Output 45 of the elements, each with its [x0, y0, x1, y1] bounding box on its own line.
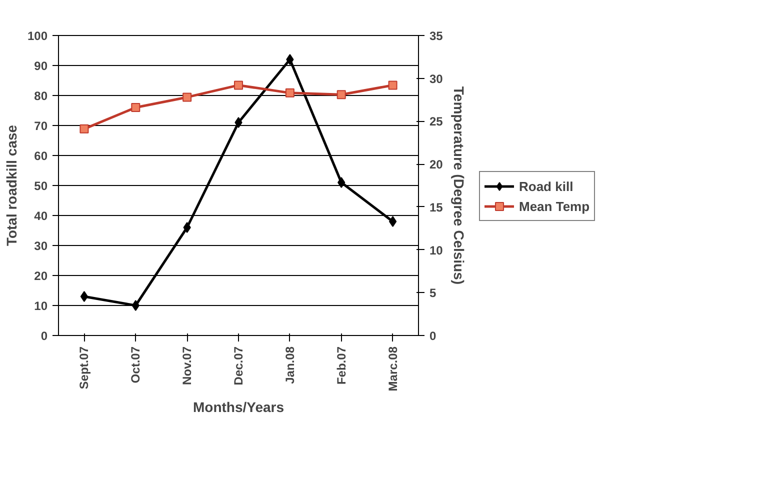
legend-label: Mean Temp — [519, 198, 590, 214]
y2-tick-label: 20 — [430, 158, 444, 172]
point — [132, 300, 140, 311]
point — [338, 177, 346, 188]
y-tick-label: 0 — [40, 329, 48, 343]
y-tick-label: 70 — [34, 119, 48, 133]
point — [80, 124, 89, 134]
y-tick-label: 20 — [34, 269, 48, 283]
point — [234, 117, 242, 128]
y2-tick-label: 15 — [430, 200, 444, 214]
point — [234, 80, 243, 90]
y2-tick-label: 10 — [430, 243, 444, 258]
y-tick-label: 80 — [34, 89, 48, 103]
x-tick-label: Feb.07 — [334, 346, 348, 385]
point — [286, 54, 294, 65]
x-tick-label: Oct.07 — [128, 346, 143, 384]
y2-tick-label: 5 — [430, 286, 436, 300]
point — [131, 103, 140, 112]
x-tick-label: Jan.08 — [282, 346, 297, 384]
point — [388, 216, 397, 227]
y2-tick-label: 25 — [430, 114, 444, 129]
y-tick-label: 100 — [27, 29, 48, 43]
y-tick-label: 40 — [34, 209, 48, 223]
point — [285, 88, 294, 98]
y2-tick-label: 35 — [430, 29, 444, 43]
legend-label: Road kill — [519, 178, 574, 194]
y-axis-title: Total roadkill case — [3, 124, 20, 246]
point — [183, 222, 191, 233]
point — [182, 92, 192, 102]
point — [80, 291, 88, 302]
y2-tick-label: 0 — [430, 329, 436, 343]
y-tick-label: 50 — [34, 179, 48, 193]
point — [388, 80, 398, 90]
point — [336, 90, 346, 100]
y2-tick-label: 30 — [430, 72, 444, 86]
x-tick-label: Nov.07 — [180, 346, 194, 385]
x-tick-label: Dec.07 — [232, 346, 246, 386]
x-axis-title: Months/Years — [192, 399, 284, 416]
y-tick-label: 10 — [34, 299, 48, 313]
y-tick-label: 30 — [34, 239, 48, 253]
y2-axis-title: Temperature (Degree Celsius) — [450, 86, 467, 285]
x-tick-label: Sept.07 — [77, 346, 92, 390]
x-tick-label: Marc.08 — [386, 346, 400, 392]
y-tick-label: 90 — [34, 59, 48, 73]
y-tick-label: 60 — [34, 149, 48, 163]
